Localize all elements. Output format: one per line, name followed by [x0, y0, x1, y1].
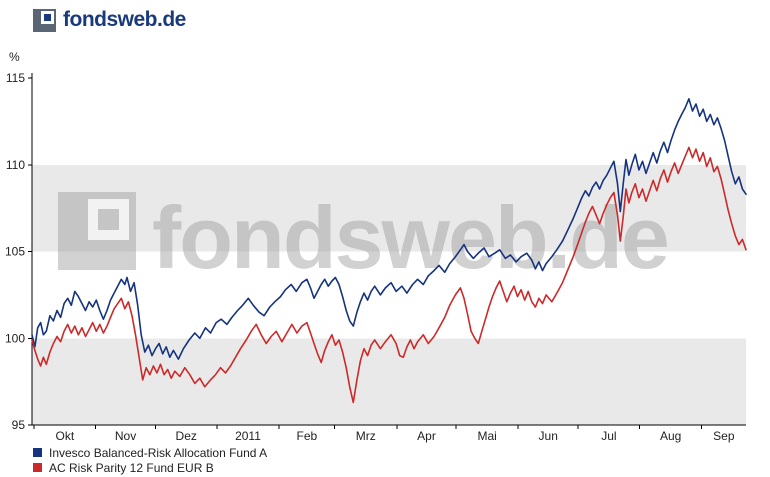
x-axis-label: Mai	[478, 429, 497, 443]
series-line-1	[31, 146, 747, 404]
x-axis-label: Jun	[539, 429, 558, 443]
legend-swatch-blue-icon	[33, 448, 42, 457]
fondsweb-logo-text: fondsweb.de	[63, 8, 186, 31]
legend-item-ac-risk-parity: AC Risk Parity 12 Fund EUR B	[33, 460, 267, 475]
x-axis-label: Okt	[56, 429, 75, 443]
x-axis-label: Sep	[713, 429, 735, 443]
x-axis-label: Apr	[417, 429, 436, 443]
x-axis-label: Jul	[601, 429, 616, 443]
legend-item-invesco: Invesco Balanced-Risk Allocation Fund A	[33, 445, 267, 460]
y-tick-label: 115	[6, 71, 25, 85]
watermark: fondsweb.de	[58, 188, 670, 287]
legend: Invesco Balanced-Risk Allocation Fund A …	[33, 445, 267, 475]
y-tick-label: 110	[6, 158, 25, 172]
fondsweb-logo-icon	[33, 8, 56, 32]
legend-label-ac-risk-parity: AC Risk Parity 12 Fund EUR B	[49, 460, 214, 475]
header-logo[interactable]: fondsweb.de	[33, 8, 186, 32]
series-line-0	[31, 98, 747, 360]
y-tick-label: 95	[12, 418, 26, 432]
y-tick-label: 100	[5, 331, 25, 345]
watermark-text: fondsweb.de	[152, 188, 668, 287]
y-axis-unit-label: %	[9, 50, 20, 64]
plot-band	[32, 164, 746, 252]
x-axis-label: Feb	[297, 429, 318, 443]
x-axis-label: 2011	[235, 429, 261, 443]
x-axis-label: Mrz	[356, 429, 376, 443]
plot-band	[32, 338, 746, 425]
axis-lines	[31, 73, 746, 426]
x-axis-label: Nov	[115, 429, 136, 443]
x-axis-label: Aug	[660, 429, 681, 443]
x-axis-label: Dez	[176, 429, 197, 443]
legend-swatch-red-icon	[33, 463, 42, 472]
legend-label-invesco: Invesco Balanced-Risk Allocation Fund A	[49, 445, 268, 460]
y-tick-label: 105	[5, 245, 25, 259]
